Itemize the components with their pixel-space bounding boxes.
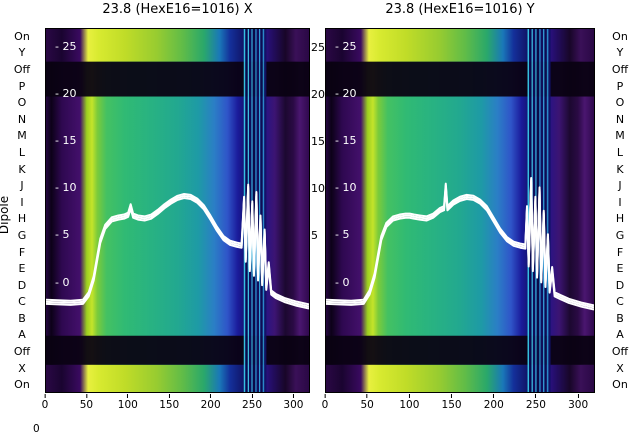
row-label: F	[616, 245, 624, 259]
row-label: H	[615, 212, 625, 226]
row-labels-right: On Y Off P O N M L K J I H G F E D C B A Off X On	[602, 28, 638, 393]
x-tick: 250	[526, 394, 546, 411]
row-label: Off	[13, 62, 31, 76]
row-label: Off	[611, 62, 629, 76]
row-label: D	[17, 278, 27, 292]
row-label: N	[17, 112, 27, 126]
x-tick-mark	[251, 394, 253, 398]
row-label: L	[616, 145, 624, 159]
row-label: X	[616, 361, 624, 375]
row-label: A	[616, 328, 624, 342]
row-label: P	[18, 79, 26, 93]
middle-value-tick: 15	[311, 135, 325, 149]
row-label: K	[616, 162, 624, 176]
x-tick: 100	[399, 394, 419, 411]
row-label: H	[17, 212, 27, 226]
row-label: G	[615, 228, 625, 242]
row-label: On	[14, 29, 30, 43]
row-label: Y	[616, 46, 624, 60]
row-label: J	[618, 179, 622, 193]
row-label: X	[18, 361, 26, 375]
middle-value-tick: 10	[311, 182, 325, 196]
heatmap-canvas	[46, 29, 309, 392]
row-label: N	[615, 112, 625, 126]
heatmap-left: - 25- 20- 15- 10- 5- 0	[45, 28, 310, 393]
row-label: F	[18, 245, 26, 259]
row-label: E	[18, 262, 26, 276]
row-label: On	[612, 29, 628, 43]
row-label: Y	[18, 46, 26, 60]
x-tick-mark	[451, 394, 453, 398]
row-label: M	[615, 129, 625, 143]
heatmap-right: - 25- 20- 15- 10- 5- 0	[325, 28, 595, 393]
row-labels-left: On Y Off P O N M L K J I H G F E D C B A Off X On	[4, 28, 40, 393]
x-tick-mark	[535, 394, 537, 398]
x-tick: 50	[361, 394, 374, 411]
x-tick: 250	[242, 394, 262, 411]
middle-value-tick: 25	[311, 41, 325, 55]
x-tick: 50	[80, 394, 93, 411]
row-label: B	[18, 311, 26, 325]
x-tick: 0	[42, 394, 48, 411]
row-label: O	[615, 96, 625, 110]
row-label: Off	[13, 345, 31, 359]
row-label: On	[14, 378, 30, 392]
x-tick-mark	[493, 394, 495, 398]
x-tick: 100	[118, 394, 138, 411]
x-tick-mark	[210, 394, 212, 398]
x-tick: 0	[322, 394, 328, 411]
heatmap-canvas	[326, 29, 594, 392]
row-label: B	[616, 311, 624, 325]
x-tick: 200	[484, 394, 504, 411]
row-label: J	[20, 179, 24, 193]
row-label: D	[615, 278, 625, 292]
x-tick-mark	[577, 394, 579, 398]
row-label: O	[17, 96, 27, 110]
x-tick: 200	[201, 394, 221, 411]
x-tick-mark	[168, 394, 170, 398]
x-tick-mark	[127, 394, 129, 398]
row-label: L	[18, 145, 26, 159]
x-ticks-left: 0 50 100 150 200 250 300	[42, 394, 310, 416]
row-label: I	[20, 195, 24, 209]
right-plot-title: 23.8 (HexE16=1016) Y	[385, 2, 535, 17]
row-label: P	[616, 79, 624, 93]
row-label: Off	[611, 345, 629, 359]
middle-value-tick: 20	[311, 88, 325, 102]
x-tick-mark	[324, 394, 326, 398]
row-label: M	[17, 129, 27, 143]
x-tick-mark	[85, 394, 87, 398]
left-plot-title: 23.8 (HexE16=1016) X	[102, 2, 253, 17]
x-tick-mark	[44, 394, 46, 398]
x-tick-mark	[292, 394, 294, 398]
row-label: I	[618, 195, 622, 209]
row-label: G	[17, 228, 27, 242]
row-label: K	[18, 162, 26, 176]
x-tick: 150	[442, 394, 462, 411]
row-label: C	[616, 295, 624, 309]
row-label: E	[616, 262, 624, 276]
x-tick-mark	[366, 394, 368, 398]
row-label: On	[612, 378, 628, 392]
value-ticks-middle: 25 20 15 10 5	[311, 28, 325, 393]
x-tick-mark	[408, 394, 410, 398]
corner-tick: 0	[33, 423, 40, 435]
x-ticks-right: 0 50 100 150 200 250 300	[322, 394, 595, 416]
x-tick: 300	[568, 394, 588, 411]
x-tick: 300	[283, 394, 303, 411]
middle-value-tick: 5	[311, 229, 318, 243]
row-label: A	[18, 328, 26, 342]
x-tick: 150	[159, 394, 179, 411]
row-label: C	[18, 295, 26, 309]
